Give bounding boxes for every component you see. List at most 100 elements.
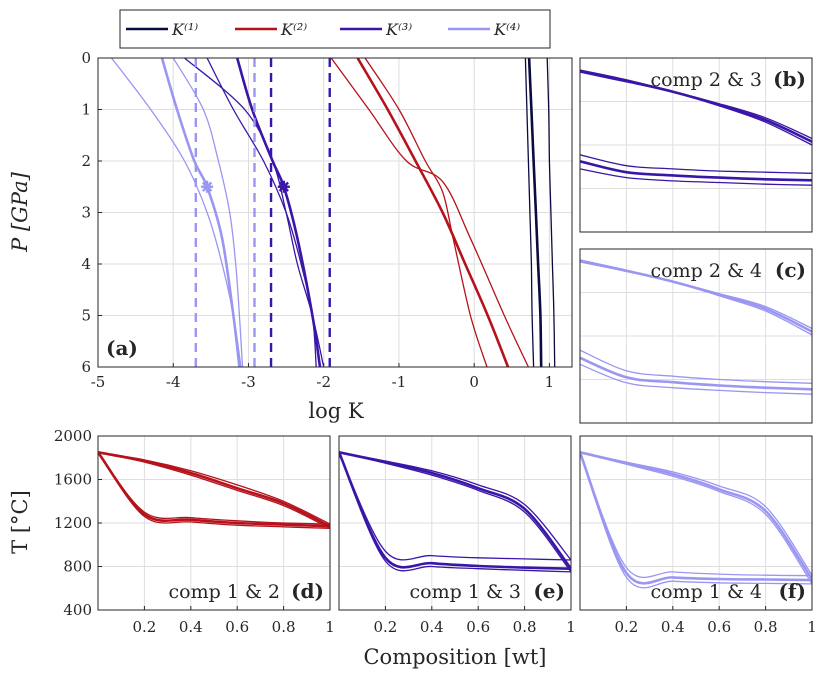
- panel-c-tag: (c): [775, 258, 806, 282]
- panel-f-xtick-label: 0.2: [614, 618, 638, 636]
- legend-label-3: K⁽³⁾: [385, 20, 412, 39]
- panel-e-xtick-label: 0.8: [513, 618, 537, 636]
- panel-c-solidus-2: [580, 363, 812, 395]
- panel-a-xtick-label: -1: [392, 373, 407, 391]
- star-marker-2: [277, 180, 290, 193]
- panel-a-xtick-label: -3: [241, 373, 256, 391]
- panel-b-solidus-2: [580, 168, 812, 186]
- panel-e-liquidus-1: [339, 451, 571, 570]
- panel-f-frame: [579, 435, 813, 611]
- panel-b: comp 2 & 3 (b): [579, 57, 813, 233]
- panel-f-liquidus-1: [580, 451, 812, 581]
- panel-a-ytick-label: 3: [81, 204, 91, 222]
- panel-e-tag: (e): [533, 579, 565, 603]
- panel-a-xtick-label: 0: [469, 373, 479, 391]
- panel-f-curves: [580, 451, 812, 589]
- panel-a-frame: [97, 57, 573, 368]
- panel-d-ytick-label: 800: [63, 558, 92, 576]
- panel-d-xtick-label: 0.4: [179, 618, 203, 636]
- panel-d-caption: comp 1 & 2: [169, 581, 280, 603]
- panel-c-solidus-3: [580, 349, 812, 384]
- panel-d: 0.2 0.4 0.6 0.8 1 400 800 1200 1600 2000 comp 1 & …: [54, 427, 335, 636]
- panel-d-liquidus-2: [98, 451, 330, 525]
- panel-e-solidus-1: [339, 451, 571, 570]
- panel-e-caption: comp 1 & 3: [410, 581, 521, 603]
- panel-d-xtick-label: 0.2: [132, 618, 156, 636]
- panel-e-xtick-label: 1: [566, 618, 576, 636]
- k1-curve-1: [527, 58, 543, 367]
- panel-d-liquidus-3: [98, 451, 330, 529]
- panel-d-tag: (d): [291, 579, 324, 603]
- p-axis-label: P [GPa]: [8, 171, 32, 252]
- panel-c-liquidus-2: [580, 261, 812, 329]
- panel-b-solidus-1: [580, 160, 812, 182]
- panel-d-ytick-label: 1200: [54, 514, 92, 532]
- panel-f-xtick-label: 1: [807, 618, 817, 636]
- panel-a-ytick-label: 0: [81, 49, 91, 67]
- panel-d-xtick-label: 0.6: [225, 618, 249, 636]
- legend-label-4: K⁽⁴⁾: [493, 20, 520, 39]
- panel-c-caption: comp 2 & 4: [651, 260, 762, 282]
- panel-e-xtick-label: 0.4: [420, 618, 444, 636]
- k1-curve-3: [546, 58, 556, 367]
- panel-f-xtick-label: 0.6: [707, 618, 731, 636]
- panel-a-ytick-label: 1: [81, 101, 91, 119]
- panel-f-caption: comp 1 & 4: [651, 581, 762, 603]
- star-marker-1: [201, 180, 214, 193]
- panel-c-curves: [580, 259, 812, 395]
- k2-curve-3: [364, 58, 488, 367]
- panel-a-ytick-label: 2: [81, 152, 91, 170]
- k2-curve-2: [330, 58, 529, 367]
- panel-e-xtick-label: 0.6: [466, 618, 490, 636]
- panel-d-liquidus-1: [98, 451, 330, 528]
- panel-f-tag: (f): [778, 579, 806, 603]
- panel-f-liquidus-2: [580, 451, 812, 576]
- panel-b-liquidus-2: [580, 71, 812, 140]
- panel-a-xtick-label: -5: [91, 373, 106, 391]
- panel-b-solidus-3: [580, 154, 812, 174]
- panel-b-frame: [579, 57, 813, 233]
- panel-f-solidus-3: [580, 452, 812, 589]
- panel-b-caption: comp 2 & 3: [651, 69, 762, 91]
- panel-c: comp 2 & 4 (c): [579, 248, 813, 424]
- panel-e-solidus-2: [339, 452, 571, 561]
- panel-b-liquidus-3: [580, 69, 812, 146]
- k2-curve-1: [356, 58, 510, 367]
- panel-e-curves: [339, 451, 571, 573]
- panel-d-xtick-label: 1: [325, 618, 335, 636]
- panel-f-solidus-2: [580, 452, 812, 579]
- panel-a-xtick-label: 1: [545, 373, 555, 391]
- panel-a-ytick-label: 4: [81, 255, 91, 273]
- t-axis-label: T [°C]: [8, 490, 32, 554]
- panel-a-tag: (a): [106, 336, 138, 360]
- panel-a-ytick-label: 6: [81, 358, 91, 376]
- panel-b-tag: (b): [773, 67, 806, 91]
- panel-f: 0.2 0.4 0.6 0.8 1 comp 1 & 4 (f): [579, 435, 817, 636]
- composition-axis-label: Composition [wt]: [363, 645, 546, 669]
- panel-f-liquidus-3: [580, 451, 812, 585]
- legend: K⁽¹⁾ K⁽²⁾ K⁽³⁾ K⁽⁴⁾: [119, 9, 551, 49]
- legend-label-1: K⁽¹⁾: [171, 20, 198, 39]
- panel-d-ytick-label: 2000: [54, 427, 92, 445]
- panel-c-frame: [579, 248, 813, 424]
- panel-e-liquidus-3: [339, 451, 571, 573]
- panel-d-solidus-2: [98, 451, 330, 525]
- legend-label-2: K⁽²⁾: [280, 20, 307, 39]
- k4-curve-2: [110, 58, 242, 367]
- panel-d-curves: [98, 451, 330, 530]
- panel-f-solidus-1: [580, 451, 812, 585]
- panel-d-ytick-label: 400: [63, 601, 92, 619]
- panel-a: -5 -4 -3 -2 -1 0 1 0 1 2 3 4 5 6 (a): [81, 49, 573, 391]
- panel-e: 0.2 0.4 0.6 0.8 1 comp 1 & 3 (e): [338, 435, 576, 636]
- panel-d-frame: [97, 435, 331, 611]
- panel-f-xtick-label: 0.4: [661, 618, 685, 636]
- panel-d-xtick-label: 0.8: [272, 618, 296, 636]
- panel-c-solidus-1: [580, 356, 812, 391]
- panel-a-xtick-label: -4: [166, 373, 181, 391]
- logk-axis-label: log K: [308, 399, 363, 423]
- panel-a-xtick-label: -2: [316, 373, 331, 391]
- panel-e-liquidus-2: [339, 451, 571, 561]
- panel-e-frame: [338, 435, 572, 611]
